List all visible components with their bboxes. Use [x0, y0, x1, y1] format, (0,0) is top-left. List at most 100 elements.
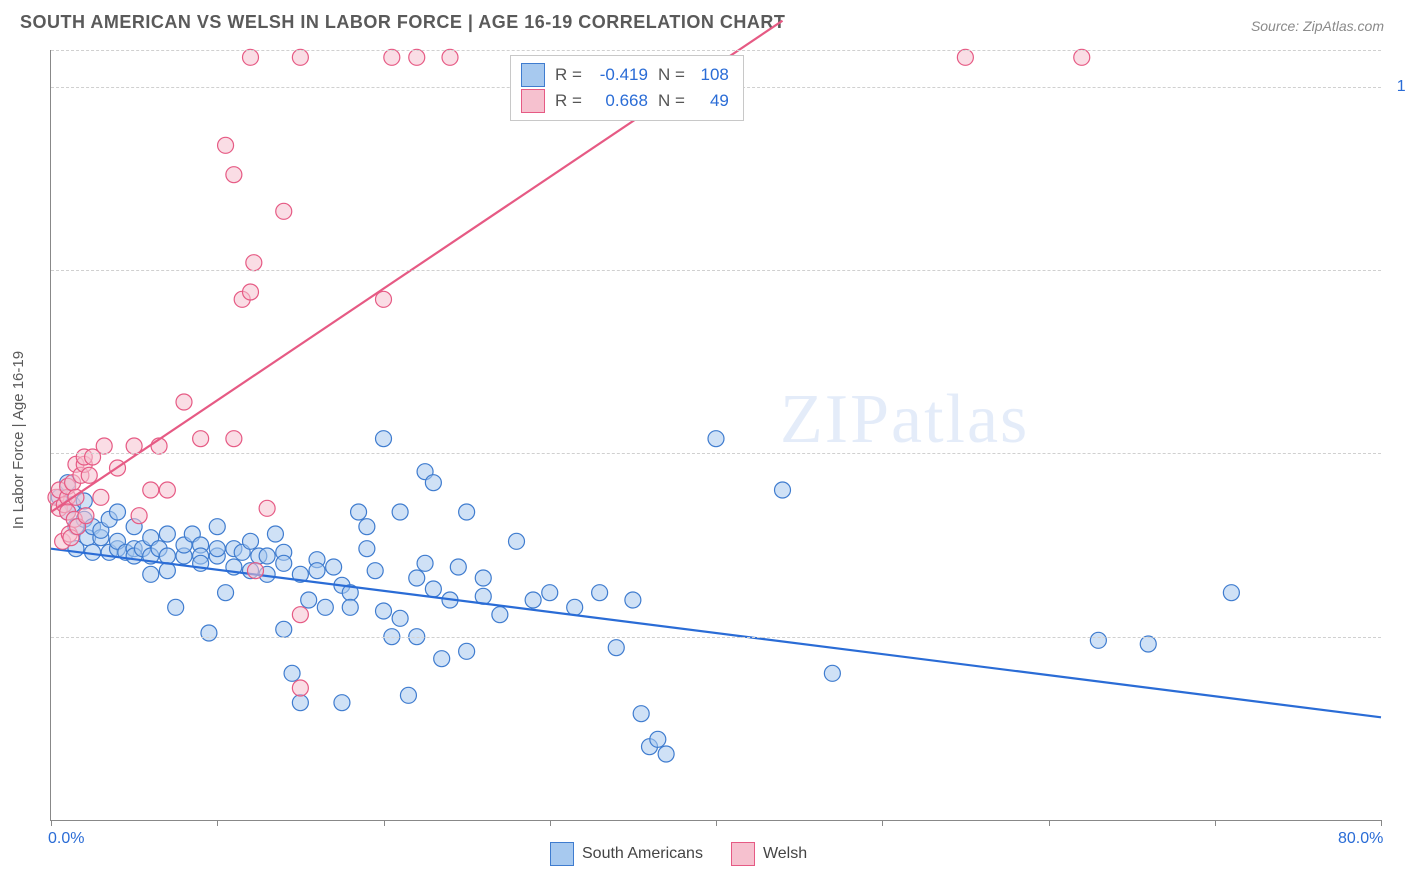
- data-point-south-americans: [284, 665, 300, 681]
- x-tick: [1215, 820, 1216, 826]
- data-point-welsh: [143, 482, 159, 498]
- data-point-south-americans: [292, 695, 308, 711]
- x-axis-min-label: 0.0%: [48, 830, 84, 848]
- plot-svg: [51, 50, 1381, 820]
- bottom-legend: South Americans Welsh: [550, 842, 807, 866]
- data-point-welsh: [243, 49, 259, 65]
- r-label: R =: [555, 65, 582, 85]
- data-point-south-americans: [201, 625, 217, 641]
- gridline-h: [51, 453, 1381, 454]
- data-point-south-americans: [209, 519, 225, 535]
- data-point-south-americans: [359, 519, 375, 535]
- gridline-h: [51, 270, 1381, 271]
- data-point-welsh: [259, 500, 275, 516]
- data-point-south-americans: [708, 431, 724, 447]
- data-point-south-americans: [1223, 585, 1239, 601]
- data-point-south-americans: [824, 665, 840, 681]
- data-point-south-americans: [276, 621, 292, 637]
- data-point-south-americans: [259, 548, 275, 564]
- data-point-south-americans: [209, 541, 225, 557]
- plot-area: 25.0%50.0%75.0%100.0%: [50, 50, 1381, 821]
- legend-label-south-american: South Americans: [582, 845, 703, 863]
- x-tick: [1049, 820, 1050, 826]
- data-point-south-americans: [434, 651, 450, 667]
- data-point-welsh: [292, 680, 308, 696]
- data-point-welsh: [218, 137, 234, 153]
- gridline-h: [51, 637, 1381, 638]
- data-point-welsh: [292, 607, 308, 623]
- legend-item-welsh: Welsh: [731, 842, 807, 866]
- data-point-welsh: [226, 167, 242, 183]
- r-value-welsh: 0.668: [592, 91, 648, 111]
- data-point-south-americans: [417, 555, 433, 571]
- data-point-south-americans: [309, 563, 325, 579]
- legend-item-south-american: South Americans: [550, 842, 703, 866]
- data-point-welsh: [193, 431, 209, 447]
- y-tick-label: 100.0%: [1397, 78, 1406, 96]
- data-point-south-americans: [525, 592, 541, 608]
- data-point-welsh: [93, 489, 109, 505]
- data-point-welsh: [384, 49, 400, 65]
- x-tick: [217, 820, 218, 826]
- data-point-south-americans: [1090, 632, 1106, 648]
- data-point-south-americans: [376, 603, 392, 619]
- stats-row-welsh: R = 0.668 N = 49: [521, 88, 729, 114]
- data-point-south-americans: [143, 566, 159, 582]
- x-tick: [882, 820, 883, 826]
- r-value-south-american: -0.419: [592, 65, 648, 85]
- data-point-welsh: [159, 482, 175, 498]
- data-point-south-americans: [276, 555, 292, 571]
- data-point-south-americans: [542, 585, 558, 601]
- data-point-south-americans: [168, 599, 184, 615]
- data-point-south-americans: [376, 431, 392, 447]
- data-point-welsh: [246, 255, 262, 271]
- data-point-south-americans: [459, 643, 475, 659]
- x-tick: [550, 820, 551, 826]
- data-point-welsh: [1074, 49, 1090, 65]
- data-point-south-americans: [359, 541, 375, 557]
- data-point-welsh: [292, 49, 308, 65]
- stats-legend: R = -0.419 N = 108 R = 0.668 N = 49: [510, 55, 744, 121]
- data-point-south-americans: [334, 695, 350, 711]
- data-point-south-americans: [409, 570, 425, 586]
- data-point-south-americans: [492, 607, 508, 623]
- r-label: R =: [555, 91, 582, 111]
- n-label: N =: [658, 91, 685, 111]
- n-value-south-american: 108: [695, 65, 729, 85]
- n-value-welsh: 49: [695, 91, 729, 111]
- data-point-south-americans: [301, 592, 317, 608]
- data-point-south-americans: [159, 548, 175, 564]
- swatch-south-american: [521, 63, 545, 87]
- data-point-south-americans: [658, 746, 674, 762]
- data-point-welsh: [442, 49, 458, 65]
- data-point-south-americans: [342, 599, 358, 615]
- gridline-h: [51, 50, 1381, 51]
- data-point-south-americans: [243, 533, 259, 549]
- data-point-south-americans: [317, 599, 333, 615]
- data-point-welsh: [409, 49, 425, 65]
- data-point-welsh: [81, 467, 97, 483]
- data-point-welsh: [96, 438, 112, 454]
- data-point-south-americans: [392, 610, 408, 626]
- y-axis-title: In Labor Force | Age 16-19: [10, 351, 27, 529]
- x-tick: [1381, 820, 1382, 826]
- data-point-welsh: [957, 49, 973, 65]
- data-point-welsh: [243, 284, 259, 300]
- stats-row-south-american: R = -0.419 N = 108: [521, 62, 729, 88]
- swatch-welsh: [521, 89, 545, 113]
- data-point-south-americans: [425, 581, 441, 597]
- data-point-welsh: [131, 508, 147, 524]
- data-point-south-americans: [400, 687, 416, 703]
- data-point-welsh: [276, 203, 292, 219]
- data-point-south-americans: [159, 526, 175, 542]
- data-point-south-americans: [450, 559, 466, 575]
- data-point-south-americans: [625, 592, 641, 608]
- data-point-south-americans: [326, 559, 342, 575]
- x-tick: [716, 820, 717, 826]
- data-point-south-americans: [218, 585, 234, 601]
- data-point-south-americans: [775, 482, 791, 498]
- n-label: N =: [658, 65, 685, 85]
- source-label: Source: ZipAtlas.com: [1251, 18, 1384, 34]
- data-point-south-americans: [475, 570, 491, 586]
- swatch-welsh-bottom: [731, 842, 755, 866]
